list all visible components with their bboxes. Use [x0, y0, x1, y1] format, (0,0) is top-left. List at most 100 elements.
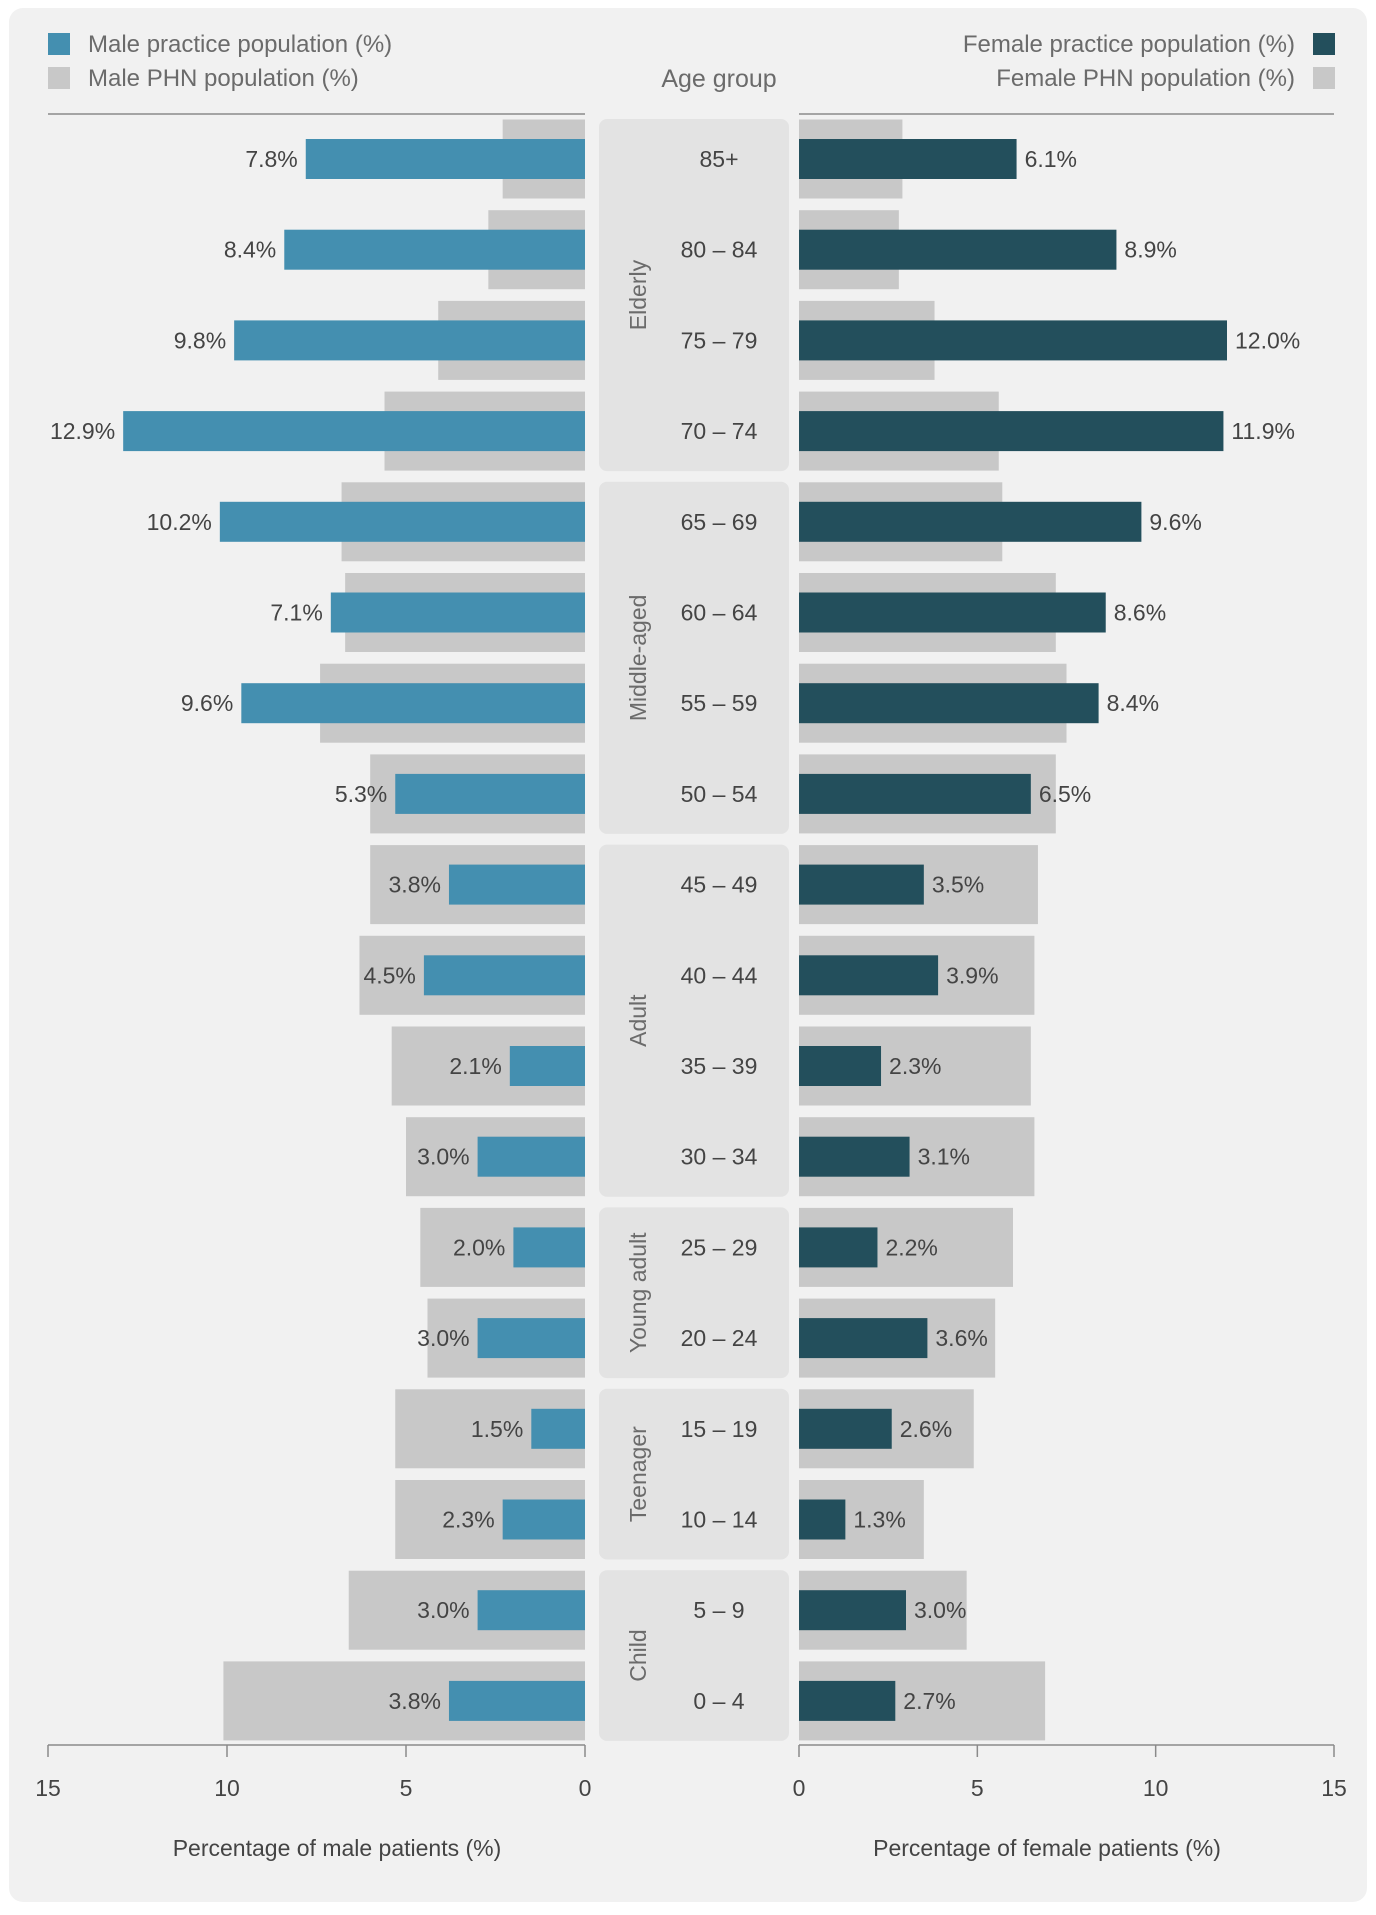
data-label-female: 2.2% [885, 1234, 937, 1260]
age-category-label: 10 – 14 [681, 1507, 758, 1533]
bar-male-practice [305, 139, 585, 179]
data-label-male: 5.3% [335, 781, 387, 807]
bar-female-practice [799, 139, 1017, 179]
bar-male-practice [330, 592, 585, 633]
age-group-panel-3 [599, 1207, 789, 1379]
bar-female-practice [799, 955, 939, 996]
bar-female-practice [799, 1680, 896, 1721]
age-category-label: 5 – 9 [693, 1597, 744, 1623]
bar-male-practice [234, 320, 585, 361]
data-label-male: 4.5% [363, 962, 415, 988]
data-label-male: 9.8% [174, 327, 226, 353]
age-category-label: 50 – 54 [681, 781, 758, 807]
bar-female-practice [799, 1499, 846, 1540]
x-tick-label-left: 10 [214, 1775, 240, 1801]
age-group-label-5: Child [625, 1629, 651, 1681]
age-category-label: 25 – 29 [681, 1234, 758, 1260]
data-label-female: 8.6% [1114, 600, 1166, 626]
bar-female-practice [799, 864, 924, 905]
x-tick-label-right: 5 [971, 1775, 984, 1801]
data-label-female: 8.9% [1124, 237, 1176, 263]
data-label-female: 3.5% [932, 872, 984, 898]
data-label-female: 12.0% [1235, 327, 1300, 353]
bar-male-practice [284, 229, 585, 270]
data-label-male: 10.2% [147, 509, 212, 535]
bar-male-practice [123, 411, 586, 452]
age-group-panel-1 [599, 481, 789, 834]
bar-male-practice [477, 1590, 585, 1631]
bar-male-practice [509, 1046, 585, 1086]
data-label-female: 11.9% [1231, 418, 1295, 444]
data-label-male: 2.1% [449, 1053, 501, 1079]
data-label-male: 2.3% [442, 1507, 494, 1533]
age-group-panel-2 [599, 844, 789, 1197]
bar-female-practice [799, 1318, 928, 1359]
age-group-header: Age group [661, 65, 776, 93]
age-category-label: 0 – 4 [693, 1688, 744, 1714]
age-category-label: 60 – 64 [681, 600, 758, 626]
data-label-male: 3.0% [417, 1325, 469, 1351]
data-label-male: 3.0% [417, 1597, 469, 1623]
data-label-female: 2.3% [889, 1053, 941, 1079]
bar-female-practice [799, 411, 1224, 452]
x-tick-label-left: 15 [35, 1775, 61, 1801]
data-label-male: 9.6% [181, 690, 233, 716]
age-group-panel-0 [599, 119, 789, 472]
legend-label-female-practice: Female practice population (%) [963, 31, 1295, 58]
data-label-male: 12.9% [50, 418, 115, 444]
age-group-panel-5 [599, 1570, 789, 1741]
data-label-female: 3.9% [946, 962, 998, 988]
x-tick-label-right: 15 [1321, 1775, 1347, 1801]
bar-male-practice [448, 1680, 585, 1721]
bar-female-practice [799, 592, 1106, 633]
age-category-label: 35 – 39 [681, 1053, 758, 1079]
age-group-panel-4 [599, 1388, 789, 1560]
age-group-label-3: Young adult [625, 1232, 651, 1353]
data-label-male: 1.5% [471, 1416, 523, 1442]
legend-label-male-practice: Male practice population (%) [88, 31, 392, 58]
age-category-label: 40 – 44 [681, 962, 758, 988]
age-category-label: 80 – 84 [681, 237, 758, 263]
age-group-label-4: Teenager [625, 1426, 651, 1522]
data-label-male: 3.8% [389, 872, 441, 898]
bar-female-practice [799, 1136, 910, 1177]
age-category-label: 20 – 24 [681, 1325, 758, 1351]
bar-male-practice [531, 1408, 585, 1449]
data-label-female: 2.7% [903, 1688, 955, 1714]
data-label-female: 3.0% [914, 1597, 966, 1623]
bar-female-practice [799, 683, 1099, 724]
age-group-label-0: Elderly [625, 259, 651, 330]
age-category-label: 55 – 59 [681, 690, 758, 716]
x-axis-title-left: Percentage of male patients (%) [173, 1835, 502, 1861]
age-category-label: 70 – 74 [681, 418, 758, 444]
bar-female-practice [799, 1227, 878, 1268]
bar-female-practice [799, 1408, 892, 1449]
bar-male-practice [219, 501, 585, 542]
x-tick-label-left: 0 [579, 1775, 592, 1801]
legend-swatch-female-practice [1313, 33, 1335, 55]
data-label-male: 8.4% [224, 237, 276, 263]
bar-male-practice [241, 683, 585, 724]
bar-male-practice [502, 1499, 585, 1540]
data-label-male: 7.1% [270, 600, 322, 626]
age-category-label: 30 – 34 [681, 1144, 758, 1170]
age-category-label: 45 – 49 [681, 872, 758, 898]
data-label-female: 3.6% [935, 1325, 987, 1351]
bar-female-practice [799, 320, 1227, 361]
x-tick-label-right: 10 [1143, 1775, 1169, 1801]
bar-female-practice [799, 773, 1031, 814]
data-label-female: 8.4% [1107, 690, 1159, 716]
legend-swatch-male-practice [48, 33, 70, 55]
bar-male-practice [477, 1136, 585, 1177]
data-label-male: 3.8% [389, 1688, 441, 1714]
age-group-label-1: Middle-aged [625, 595, 651, 722]
bar-female-practice [799, 229, 1117, 270]
data-label-female: 3.1% [918, 1144, 970, 1170]
legend-label-male-phn: Male PHN population (%) [88, 65, 359, 92]
age-group-label-2: Adult [625, 994, 651, 1047]
age-category-label: 15 – 19 [681, 1416, 758, 1442]
x-axis-title-right: Percentage of female patients (%) [873, 1835, 1221, 1861]
legend-label-female-phn: Female PHN population (%) [996, 65, 1295, 92]
age-category-label: 65 – 69 [681, 509, 758, 535]
